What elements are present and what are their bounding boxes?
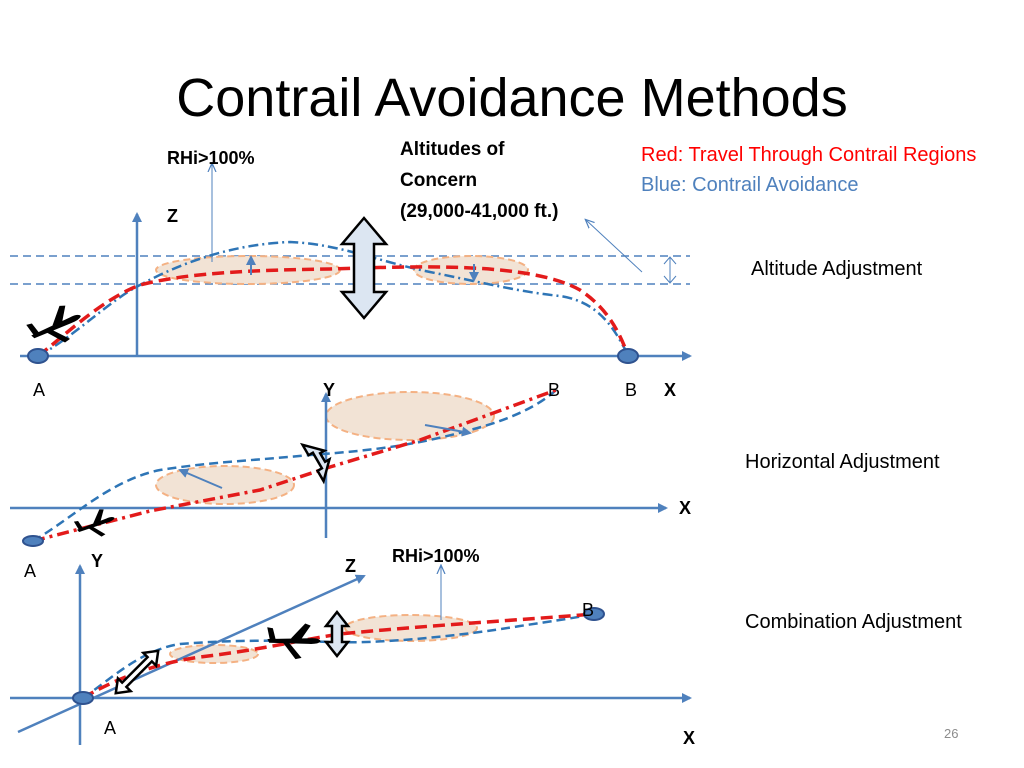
legend-red-label: Red: Travel Through Contrail Regions bbox=[641, 144, 977, 166]
z-axis bbox=[17, 574, 366, 734]
point-b-label: B bbox=[548, 380, 561, 400]
red-travel-path bbox=[36, 265, 630, 358]
blue-avoidance-path bbox=[32, 389, 557, 543]
x-axis-label: X bbox=[679, 498, 692, 518]
method-altitude-label: Altitude Adjustment bbox=[751, 258, 923, 280]
panel-altitude-adjustment bbox=[10, 164, 692, 364]
altitudes-line-1: Altitudes of bbox=[400, 139, 505, 160]
contrail-cloud bbox=[155, 465, 295, 505]
point-a-marker bbox=[22, 535, 44, 547]
altitudes-line-2: Concern bbox=[400, 170, 478, 191]
y-axis-label: Y bbox=[91, 551, 104, 571]
point-a-label: A bbox=[24, 561, 37, 581]
red-travel-path bbox=[32, 388, 557, 543]
z-axis-label: Z bbox=[167, 206, 178, 226]
avoid-arrow bbox=[424, 424, 472, 437]
panel-combination-adjustment bbox=[10, 564, 692, 745]
rhi-label: RHi>100% bbox=[167, 148, 255, 168]
point-a-marker bbox=[72, 691, 94, 705]
double-arrow-icon bbox=[339, 216, 389, 320]
page-number: 26 bbox=[944, 726, 959, 741]
point-a-label: A bbox=[33, 380, 46, 400]
airplane-icon bbox=[262, 617, 324, 663]
contrail-cloud bbox=[344, 614, 478, 642]
x-axis-label: X bbox=[664, 380, 677, 400]
contrail-cloud bbox=[413, 255, 529, 285]
point-a-label: A bbox=[104, 718, 117, 738]
double-arrow-icon bbox=[299, 442, 332, 485]
avoid-arrow bbox=[178, 468, 223, 489]
point-b-marker bbox=[583, 607, 605, 621]
point-a-marker bbox=[27, 348, 49, 364]
x-axis-label: X bbox=[683, 728, 696, 748]
airplane-icon bbox=[72, 507, 118, 541]
point-b-marker bbox=[617, 348, 639, 364]
y-axis-label: Y bbox=[323, 380, 336, 400]
double-arrow-icon bbox=[323, 609, 351, 659]
rhi-label: RHi>100% bbox=[392, 546, 480, 566]
point-b-label: B bbox=[582, 600, 595, 620]
page-title: Contrail Avoidance Methods bbox=[176, 68, 848, 128]
panel-horizontal-adjustment bbox=[10, 388, 668, 547]
altitudes-line-3: (29,000-41,000 ft.) bbox=[400, 201, 559, 222]
method-combination-label: Combination Adjustment bbox=[745, 611, 962, 633]
altitudes-of-concern-label: Altitudes of Concern (29,000-41,000 ft.) bbox=[400, 134, 558, 227]
double-arrow-icon bbox=[114, 649, 160, 695]
blue-avoidance-path bbox=[82, 612, 595, 700]
contrail-cloud bbox=[169, 644, 259, 664]
legend-blue-label: Blue: Contrail Avoidance bbox=[641, 174, 859, 196]
blue-avoidance-path bbox=[37, 240, 630, 358]
point-b-label: B bbox=[625, 380, 638, 400]
method-horizontal-label: Horizontal Adjustment bbox=[745, 451, 940, 473]
altitudes-pointer bbox=[586, 220, 643, 273]
z-axis-label: Z bbox=[345, 556, 356, 576]
